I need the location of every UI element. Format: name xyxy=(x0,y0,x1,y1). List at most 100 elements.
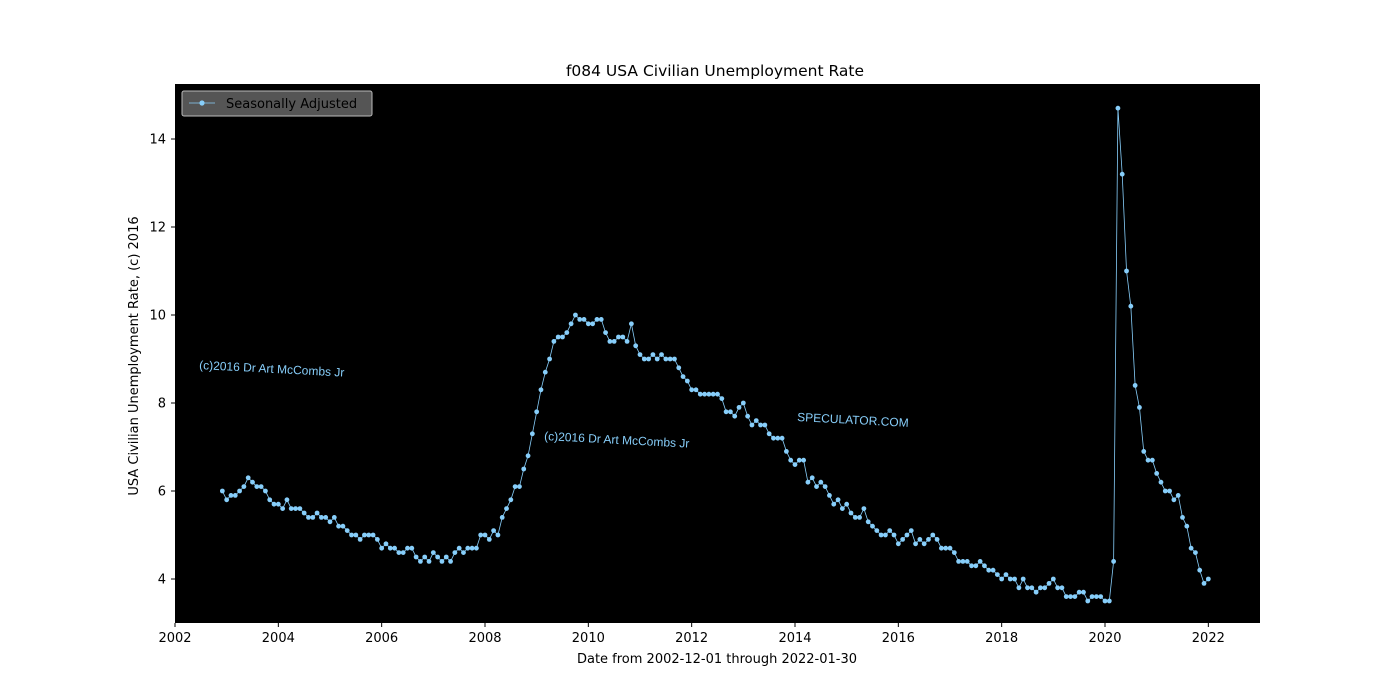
data-point xyxy=(977,559,983,564)
data-point xyxy=(706,391,712,397)
data-point xyxy=(753,418,759,423)
data-point xyxy=(628,321,634,327)
data-point xyxy=(301,510,307,516)
data-point xyxy=(1098,594,1104,599)
data-point xyxy=(891,532,897,538)
data-point xyxy=(917,537,923,542)
data-point xyxy=(805,479,811,485)
x-tick-label: 2004 xyxy=(262,631,295,646)
data-point xyxy=(362,532,367,538)
legend-swatch-marker xyxy=(199,100,205,106)
data-point xyxy=(542,369,548,375)
data-point xyxy=(749,422,755,428)
data-point xyxy=(1154,471,1160,476)
data-point xyxy=(771,435,776,441)
data-point xyxy=(465,545,471,551)
data-point xyxy=(1076,589,1082,595)
data-point xyxy=(224,497,230,503)
data-point xyxy=(702,391,707,397)
data-point xyxy=(603,330,608,335)
data-point xyxy=(1085,598,1091,604)
data-point xyxy=(620,334,626,340)
data-point xyxy=(736,405,742,410)
data-point xyxy=(241,484,247,489)
data-point xyxy=(271,501,277,507)
x-tick-label: 2018 xyxy=(985,631,1018,646)
data-point xyxy=(779,435,785,441)
data-point xyxy=(852,515,858,520)
data-point xyxy=(878,532,884,538)
data-point xyxy=(344,528,350,533)
data-point xyxy=(340,523,346,529)
data-point xyxy=(607,339,613,344)
data-point xyxy=(435,554,441,560)
data-point xyxy=(560,334,565,340)
data-point xyxy=(1068,594,1073,599)
y-axis-title: USA Civilian Unemployment Rate, (c) 2016 xyxy=(127,216,142,495)
data-point xyxy=(499,515,505,520)
data-point xyxy=(1145,457,1151,463)
data-point xyxy=(1050,576,1056,582)
data-point xyxy=(379,545,385,551)
data-point xyxy=(486,537,492,542)
data-point xyxy=(758,422,763,428)
data-point xyxy=(577,317,583,322)
data-point xyxy=(646,356,652,362)
data-point xyxy=(413,554,419,560)
data-point xyxy=(633,343,639,349)
data-point xyxy=(887,528,893,533)
data-point xyxy=(473,545,479,551)
data-point xyxy=(710,391,716,397)
data-point xyxy=(392,545,397,551)
data-point xyxy=(934,537,940,542)
data-point xyxy=(267,497,273,503)
data-point xyxy=(443,554,449,560)
data-point xyxy=(1102,598,1108,604)
data-point xyxy=(1106,598,1112,604)
data-point xyxy=(353,532,359,538)
data-point xyxy=(908,528,914,533)
data-point xyxy=(766,431,772,437)
data-point xyxy=(1016,585,1022,591)
data-point xyxy=(1003,572,1009,577)
data-point xyxy=(228,493,234,498)
data-point xyxy=(964,559,970,564)
data-point xyxy=(792,462,798,467)
data-point xyxy=(598,317,604,322)
data-point xyxy=(951,550,957,555)
data-point xyxy=(405,545,410,551)
data-point xyxy=(538,387,544,393)
data-point xyxy=(982,563,987,569)
data-point xyxy=(263,488,268,494)
data-point xyxy=(1012,576,1017,582)
data-point xyxy=(930,532,936,538)
data-point xyxy=(822,484,828,489)
data-point xyxy=(293,506,298,511)
data-point xyxy=(1162,488,1168,494)
data-point xyxy=(865,519,871,525)
data-point xyxy=(1149,457,1155,463)
x-tick-label: 2008 xyxy=(468,631,501,646)
data-point xyxy=(564,330,570,335)
data-point xyxy=(318,515,324,520)
data-point xyxy=(306,515,311,520)
data-point xyxy=(796,457,802,463)
data-point xyxy=(534,409,540,415)
data-point xyxy=(775,435,781,441)
data-point xyxy=(788,457,794,463)
data-point xyxy=(861,506,867,511)
data-point xyxy=(529,431,535,437)
data-point xyxy=(831,501,837,507)
data-point xyxy=(667,356,673,362)
data-point xyxy=(745,413,751,419)
x-tick-label: 2022 xyxy=(1192,631,1225,646)
data-point xyxy=(573,312,578,318)
x-tick-label: 2012 xyxy=(675,631,708,646)
x-tick-label: 2016 xyxy=(882,631,915,646)
series-layer xyxy=(219,105,1211,604)
data-point xyxy=(430,550,436,555)
data-point xyxy=(1093,594,1099,599)
data-point xyxy=(999,576,1005,582)
data-point xyxy=(482,532,488,538)
